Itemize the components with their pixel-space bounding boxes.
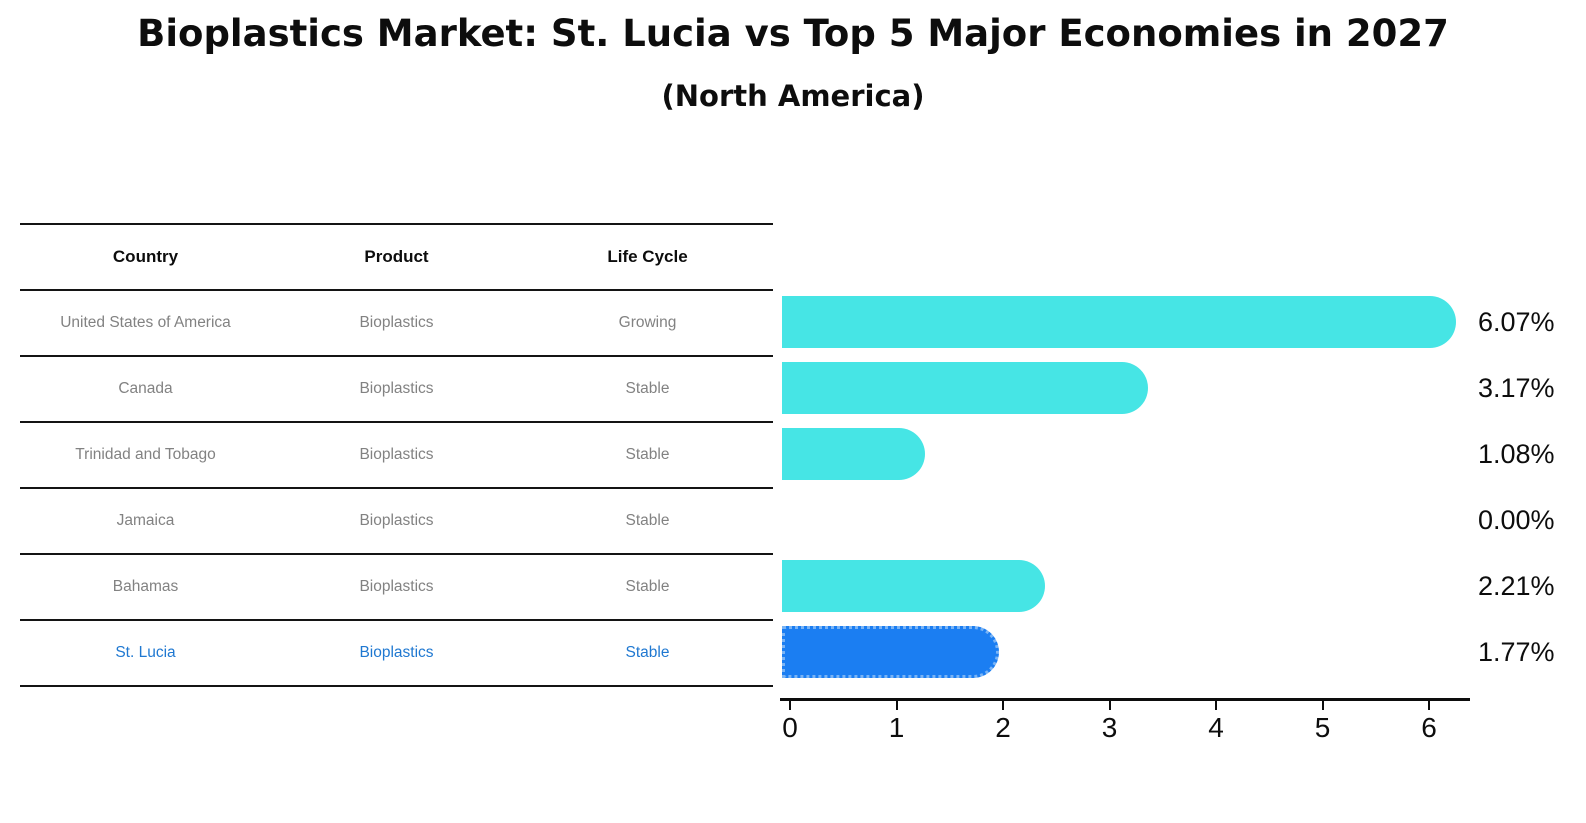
bar-st-lucia <box>782 626 999 678</box>
table-header-row: Country Product Life Cycle <box>20 223 773 291</box>
country-cell: Trinidad and Tobago <box>75 446 216 463</box>
x-tick-label-1: 1 <box>888 712 905 743</box>
product-cell: Bioplastics <box>359 380 434 397</box>
life-cycle-cell: Growing <box>618 314 677 331</box>
life-cycle-cell: Stable <box>625 512 670 529</box>
country-table: Country Product Life Cycle United States… <box>20 223 773 687</box>
product-cell: Bioplastics <box>359 446 434 463</box>
x-tick-label-2: 2 <box>995 712 1011 743</box>
country-cell: St. Lucia <box>115 644 176 661</box>
x-tick-mark-6 <box>1428 701 1430 710</box>
country-cell: Canada <box>118 380 173 397</box>
value-label-united-states-of-america: 6.07% <box>1478 307 1555 337</box>
product-cell: Bioplastics <box>359 578 434 595</box>
value-label-jamaica: 0.00% <box>1478 505 1555 535</box>
x-tick-mark-0 <box>789 701 791 710</box>
header-product: Product <box>364 247 429 266</box>
table-row-united-states-of-america: United States of America Bioplastics Growi… <box>20 291 773 357</box>
bar-united-states-of-america <box>782 296 1456 348</box>
x-tick-mark-3 <box>1108 701 1111 710</box>
table-row-bahamas: Bahamas Bioplastics Stable <box>20 555 773 621</box>
x-tick-label-6: 6 <box>1421 712 1437 743</box>
x-tick-mark-4 <box>1215 701 1217 710</box>
product-cell: Bioplastics <box>359 512 434 529</box>
x-tick-mark-5 <box>1321 701 1324 710</box>
life-cycle-cell: Stable <box>625 380 670 397</box>
life-cycle-cell: Stable <box>625 446 670 463</box>
x-tick-label-5: 5 <box>1314 712 1331 743</box>
x-axis-line <box>780 698 1470 701</box>
country-cell: Bahamas <box>112 578 179 595</box>
chart-subtitle: (North America) <box>661 79 925 113</box>
bar-bahamas <box>782 560 1045 612</box>
table-row-canada: Canada Bioplastics Stable <box>20 357 773 423</box>
country-cell: United States of America <box>60 314 231 331</box>
life-cycle-cell: Stable <box>625 578 670 595</box>
value-label-bahamas: 2.21% <box>1478 571 1555 601</box>
x-tick-mark-2 <box>1002 701 1004 710</box>
bar-canada <box>782 362 1148 414</box>
product-cell: Bioplastics <box>359 314 434 331</box>
table-row-trinidad-and-tobago: Trinidad and Tobago Bioplastics Stable <box>20 423 773 489</box>
table-row-jamaica: Jamaica Bioplastics Stable <box>20 489 773 555</box>
value-label-canada: 3.17% <box>1478 373 1555 403</box>
product-cell: Bioplastics <box>359 644 434 661</box>
x-tick-label-4: 4 <box>1208 712 1224 743</box>
country-cell: Jamaica <box>116 512 175 529</box>
header-life-cycle: Life Cycle <box>607 247 688 266</box>
table-body: United States of America Bioplastics Growi… <box>20 291 773 687</box>
bar-trinidad-and-tobago <box>782 428 925 480</box>
chart-title: Bioplastics Market: St. Lucia vs Top 5 M… <box>137 12 1449 55</box>
x-tick-mark-1 <box>895 701 898 710</box>
x-tick-label-3: 3 <box>1101 712 1118 743</box>
value-label-trinidad-and-tobago: 1.08% <box>1478 439 1555 469</box>
table-row-st-lucia: St. Lucia Bioplastics Stable <box>20 621 773 687</box>
life-cycle-cell: Stable <box>625 644 670 661</box>
x-tick-label-0: 0 <box>782 712 798 743</box>
header-country: Country <box>112 247 179 266</box>
value-label-st-lucia: 1.77% <box>1478 637 1555 667</box>
